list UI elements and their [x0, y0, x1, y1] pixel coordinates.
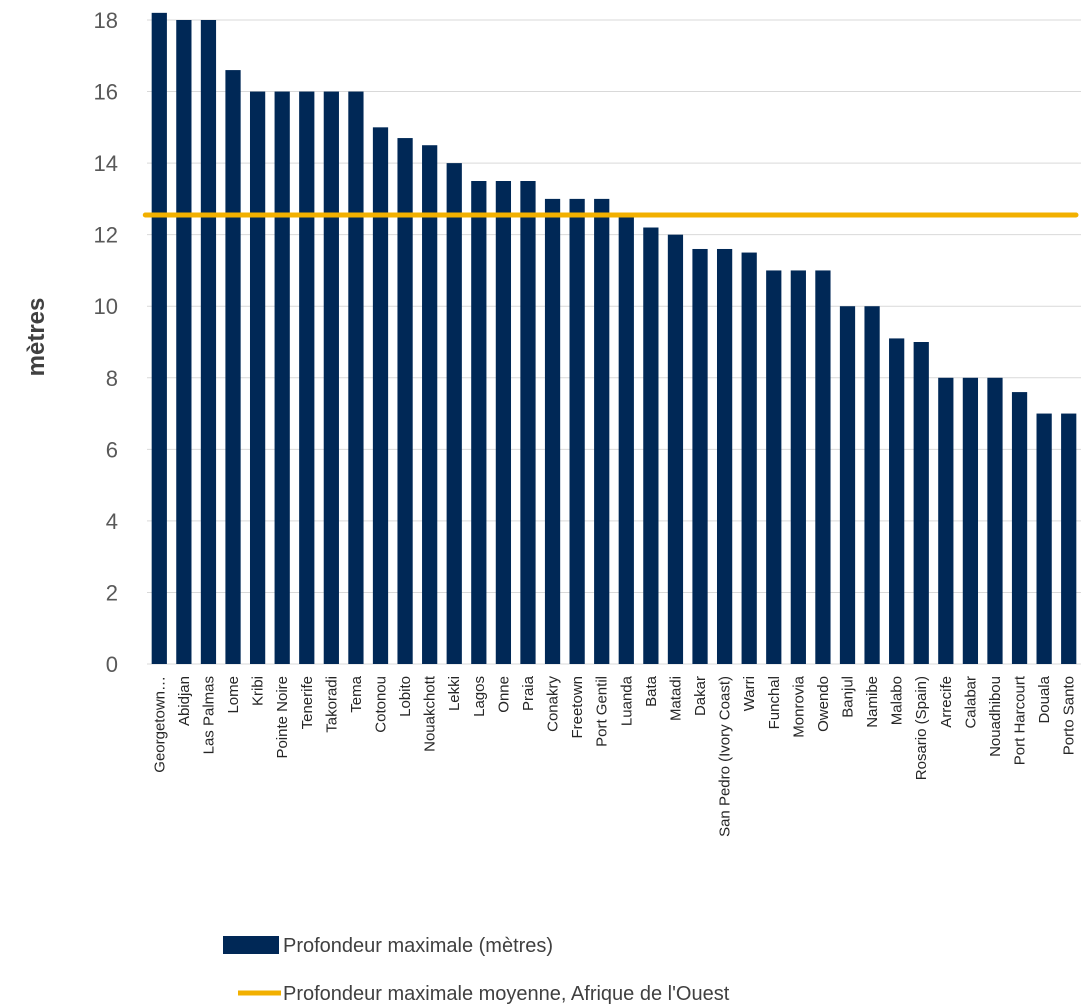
category-label: Las Palmas — [200, 676, 217, 754]
bar — [446, 163, 462, 664]
bar — [864, 306, 880, 664]
bar — [422, 145, 438, 664]
bar — [766, 270, 782, 664]
y-tick-label: 16 — [94, 80, 118, 105]
bar — [938, 377, 954, 664]
bar — [839, 306, 856, 664]
bar — [790, 270, 806, 664]
bar — [200, 20, 217, 664]
category-label: Takoradi — [323, 676, 340, 733]
category-label: Dakar — [692, 676, 709, 716]
bar — [372, 127, 389, 665]
y-axis-label: mètres — [23, 298, 50, 377]
category-label: Tema — [348, 675, 365, 712]
bar — [225, 70, 241, 665]
category-label: Praia — [520, 675, 537, 711]
y-tick-label: 12 — [94, 223, 118, 248]
category-label: Matadi — [667, 676, 684, 721]
category-label: Malabo — [889, 676, 906, 725]
category-label: Arrecife — [938, 676, 955, 728]
category-label: Porto Santo — [1061, 676, 1078, 755]
category-label: Funchal — [766, 676, 783, 729]
bar — [667, 234, 684, 664]
bar — [274, 91, 290, 665]
category-label: Nouadhibou — [987, 676, 1004, 757]
bar — [299, 91, 315, 665]
legend-bar-swatch — [223, 936, 279, 954]
bar — [151, 12, 167, 665]
category-label: Rosario (Spain) — [913, 676, 930, 780]
category-label: Conakry — [545, 676, 562, 732]
category-label: Tenerife — [299, 676, 316, 729]
bar — [618, 216, 634, 664]
bar — [495, 181, 512, 664]
bar — [520, 181, 536, 664]
bar — [323, 91, 339, 665]
category-label: Lobito — [397, 676, 414, 717]
category-label: Bata — [643, 675, 660, 707]
bar — [594, 198, 610, 664]
category-label: Port Gentil — [594, 676, 611, 747]
bars — [151, 12, 1077, 665]
category-label: Owendo — [815, 676, 832, 732]
category-label: Freetown — [569, 676, 586, 739]
bar — [643, 227, 659, 664]
bar — [692, 248, 708, 664]
bar — [913, 342, 929, 664]
legend: Profondeur maximale (mètres) Profondeur … — [223, 935, 730, 1005]
bar — [987, 377, 1003, 664]
bar — [1011, 392, 1028, 664]
bar — [815, 270, 831, 664]
bar — [176, 20, 192, 664]
category-label: Cotonou — [373, 676, 390, 733]
y-tick-label: 2 — [106, 580, 118, 605]
category-label: Warri — [741, 676, 758, 711]
category-label: Lagos — [471, 676, 488, 717]
category-label: Banjul — [840, 676, 857, 718]
legend-bar-label: Profondeur maximale (mètres) — [283, 935, 553, 957]
bar — [397, 138, 413, 665]
category-label: Port Harcourt — [1012, 675, 1029, 765]
x-axis-categories: Georgetown… Abidjan Las Palmas Lome Kribi Poi… — [151, 675, 1077, 837]
category-label: Abidjan — [176, 676, 193, 726]
y-tick-label: 10 — [94, 294, 118, 319]
category-label: Pointe Noire — [274, 676, 291, 759]
bar — [716, 248, 733, 664]
bar — [1061, 413, 1077, 664]
category-label: Monrovia — [790, 675, 807, 737]
category-label: Namibe — [864, 676, 881, 728]
bar — [1036, 413, 1052, 664]
category-label: Lome — [225, 676, 242, 714]
category-label: Douala — [1036, 675, 1053, 723]
y-tick-label: 14 — [94, 151, 118, 176]
bar — [962, 377, 979, 664]
bar — [544, 198, 561, 664]
bar — [741, 252, 757, 665]
category-label: Onne — [495, 676, 512, 713]
category-label: Kribi — [250, 676, 267, 706]
legend-line-label: Profondeur maximale moyenne, Afrique de … — [283, 983, 730, 1005]
y-tick-label: 8 — [106, 366, 118, 391]
y-tick-label: 4 — [106, 509, 118, 534]
bar — [249, 91, 266, 665]
y-tick-label: 0 — [106, 652, 118, 677]
category-label: Lekki — [446, 676, 463, 711]
category-label: San Pedro (Ivory Coast) — [717, 676, 734, 837]
y-tick-label: 18 — [94, 8, 118, 33]
category-label: Calabar — [962, 676, 979, 729]
category-label: Nouakchott — [422, 675, 439, 752]
bar — [471, 181, 487, 664]
bar — [348, 91, 364, 665]
y-tick-label: 6 — [106, 437, 118, 462]
bar — [569, 198, 585, 664]
bar — [889, 338, 905, 664]
y-axis-ticks: 0 2 4 6 8 10 12 14 16 18 — [94, 8, 118, 677]
category-label: Luanda — [618, 675, 635, 726]
category-label: Georgetown… — [151, 676, 168, 773]
